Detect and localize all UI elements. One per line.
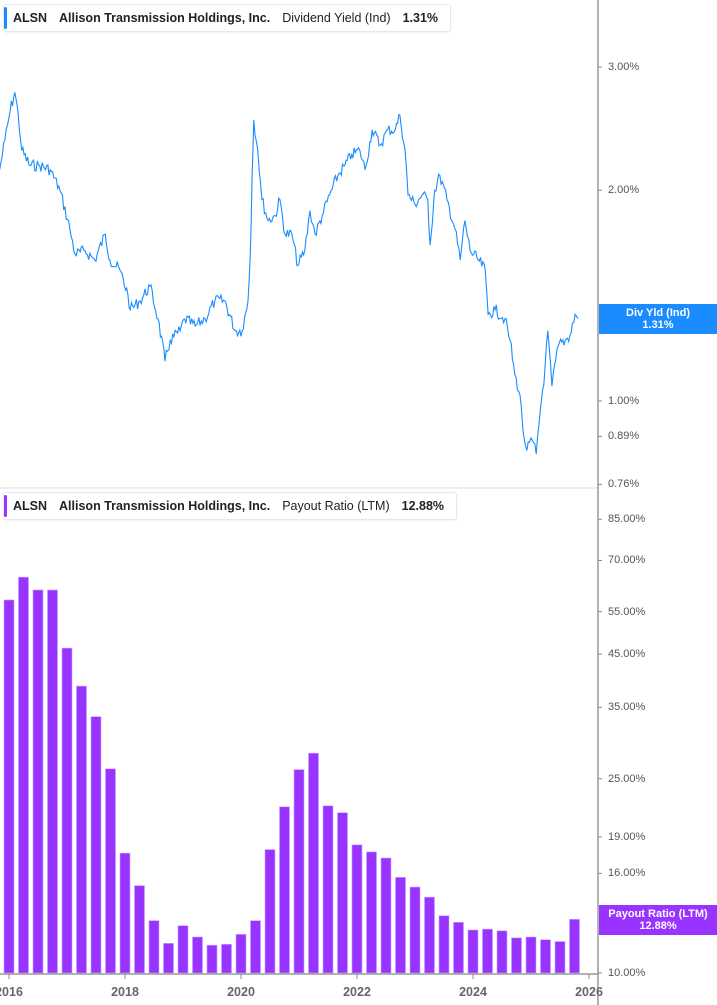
payout-bar: [105, 768, 116, 974]
payout-bar: [119, 852, 131, 974]
tag-label: Payout Ratio (LTM): [608, 908, 708, 920]
tag-value: 1.31%: [642, 319, 674, 331]
top-legend: ALSN Allison Transmission Holdings, Inc.…: [3, 4, 452, 32]
legend-company: Allison Transmission Holdings, Inc.: [59, 11, 271, 25]
payout-bar: [47, 589, 58, 974]
y-tick-label: 85.00%: [608, 513, 646, 526]
payout-bar: [337, 812, 348, 974]
x-axis-ticks: [8, 974, 590, 979]
payout-bar: [453, 922, 464, 974]
y-tick-label: 0.89%: [608, 430, 640, 443]
payout-bar: [380, 857, 392, 974]
x-tick-label: 2016: [0, 985, 23, 999]
y-tick-label: 35.00%: [608, 701, 646, 714]
legend-ticker: ALSN: [13, 499, 48, 513]
y-tick-label: 2.00%: [608, 184, 640, 197]
payout-current-value-tag: Payout Ratio (LTM) 12.88%: [599, 905, 717, 935]
payout-bar: [264, 849, 276, 974]
payout-bar: [366, 851, 377, 974]
payout-bar: [250, 920, 261, 974]
y-tick-label: 25.00%: [608, 772, 646, 785]
payout-bar: [293, 769, 305, 974]
payout-bar: [467, 929, 479, 974]
payout-bar: [322, 805, 334, 974]
payout-bar: [76, 685, 87, 974]
payout-bar: [163, 943, 174, 974]
payout-bar: [206, 944, 218, 974]
payout-bar: [424, 896, 435, 974]
bottom-legend: ALSN Allison Transmission Holdings, Inc.…: [3, 492, 458, 520]
payout-bar: [308, 752, 319, 974]
payout-bar: [540, 939, 551, 974]
x-tick-label: 2022: [343, 985, 371, 999]
dividend-yield-line: [0, 92, 579, 455]
legend-value: 12.88%: [401, 499, 445, 513]
y-tick-label: 55.00%: [608, 605, 646, 618]
payout-bar: [525, 936, 537, 974]
payout-bar: [235, 934, 247, 974]
payout-bars: [3, 576, 580, 974]
payout-bar: [18, 576, 29, 974]
yield-current-value-tag: Div Yld (Ind) 1.31%: [599, 304, 717, 334]
x-tick-label: 2024: [459, 985, 487, 999]
payout-bar: [511, 937, 522, 974]
x-tick-label: 2018: [111, 985, 139, 999]
payout-bar: [496, 930, 508, 974]
y-tick-label: 0.76%: [608, 478, 640, 491]
x-tick-label: 2026: [575, 985, 603, 999]
payout-bar: [3, 599, 15, 974]
payout-bar: [192, 936, 203, 974]
payout-bar: [32, 589, 44, 974]
payout-bar: [148, 920, 160, 974]
payout-bar: [438, 915, 450, 974]
payout-bar: [569, 919, 580, 974]
legend-metric: Payout Ratio (LTM): [282, 499, 390, 513]
payout-bar: [177, 925, 189, 974]
payout-bar: [395, 877, 406, 974]
legend-value: 1.31%: [402, 11, 439, 25]
y-tick-label: 70.00%: [608, 554, 646, 567]
y-tick-label: 10.00%: [608, 967, 646, 979]
x-tick-label: 2020: [227, 985, 255, 999]
payout-bar: [482, 928, 493, 974]
y-tick-label: 16.00%: [608, 867, 646, 880]
legend-ticker: ALSN: [13, 11, 48, 25]
yield-legend-swatch: [4, 7, 7, 29]
y-tick-label: 3.00%: [608, 61, 640, 74]
y-tick-label: 45.00%: [608, 648, 646, 661]
payout-bar: [61, 647, 73, 974]
legend-metric: Dividend Yield (Ind): [282, 11, 391, 25]
y-tick-label: 1.00%: [608, 395, 640, 407]
payout-bar: [221, 943, 232, 974]
tag-value: 12.88%: [639, 920, 677, 932]
payout-legend-swatch: [4, 495, 7, 517]
payout-bar: [554, 941, 566, 974]
legend-company: Allison Transmission Holdings, Inc.: [59, 499, 271, 513]
payout-bar: [90, 716, 102, 974]
payout-bar: [351, 844, 363, 974]
payout-bar: [279, 806, 290, 974]
payout-bar: [134, 885, 145, 974]
tag-label: Div Yld (Ind): [626, 307, 690, 319]
payout-bar: [409, 886, 421, 974]
y-tick-label: 19.00%: [608, 830, 646, 843]
